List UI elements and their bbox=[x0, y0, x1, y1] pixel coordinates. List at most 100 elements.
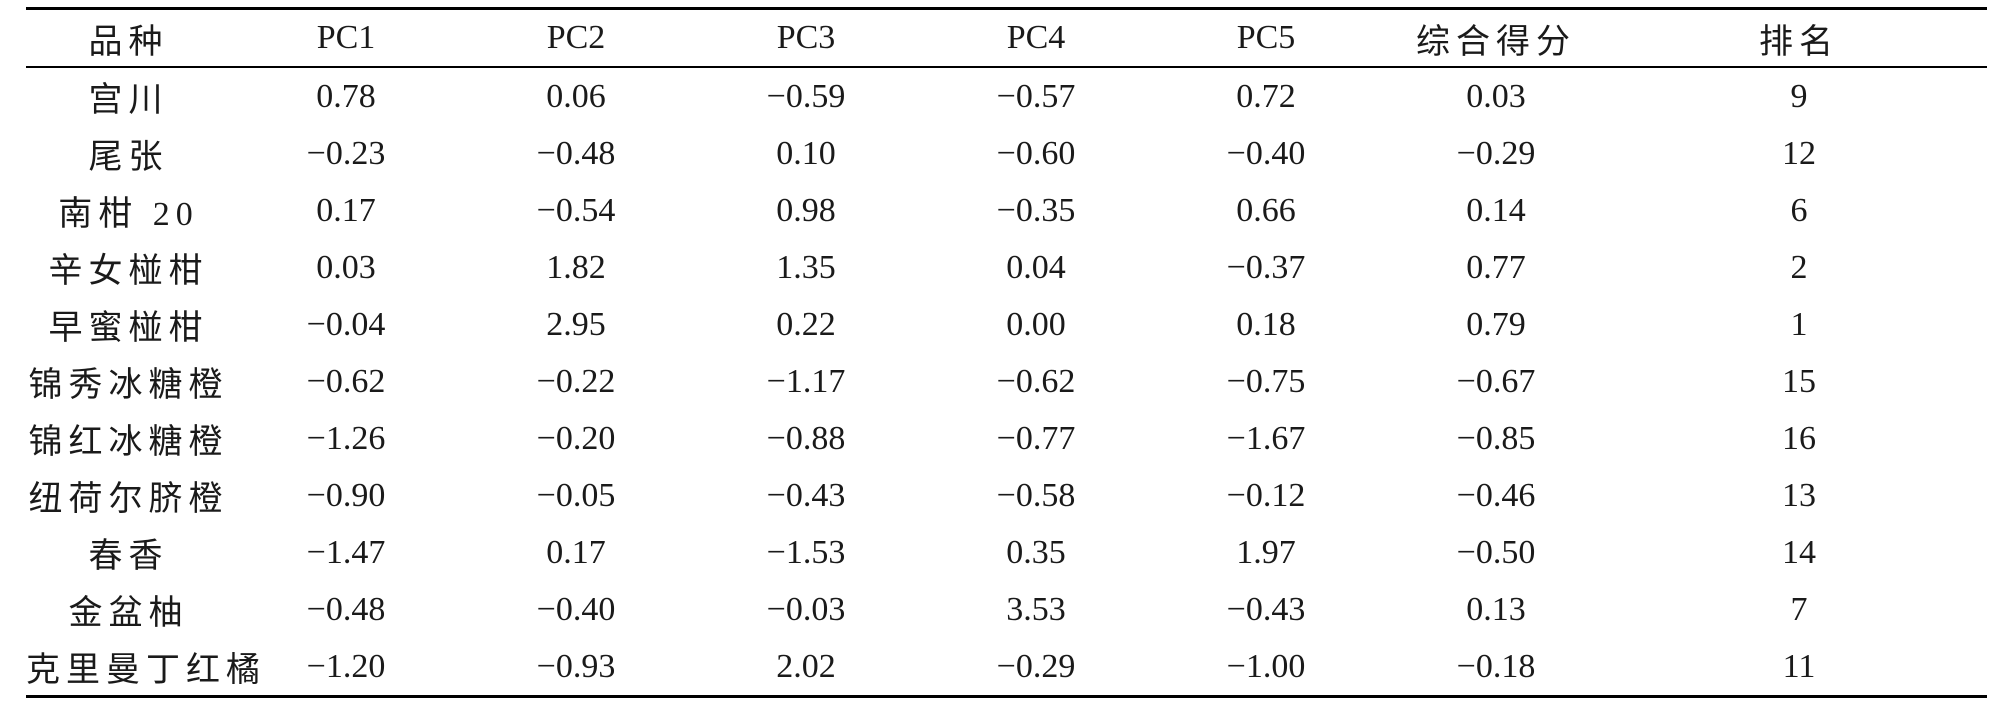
pca-score-table-container: 品种 PC1 PC2 PC3 PC4 PC5 综合得分 排名 宫川 0.78 0.0… bbox=[26, 7, 1987, 698]
cell-pc2: −0.54 bbox=[536, 191, 616, 229]
cell-pc5: −0.75 bbox=[1226, 362, 1306, 400]
table-row: 宫川 0.78 0.06 −0.59 −0.57 0.72 0.03 9 bbox=[26, 67, 1987, 125]
cell-pc1: 0.17 bbox=[316, 191, 376, 229]
cell-composite-score: 0.77 bbox=[1466, 248, 1526, 286]
cell-pc5: 0.18 bbox=[1236, 305, 1296, 343]
cell-composite-score: −0.46 bbox=[1456, 476, 1536, 514]
cell-variety: 金盆柚 bbox=[68, 595, 189, 632]
cell-rank: 14 bbox=[1782, 533, 1816, 571]
cell-pc2: −0.20 bbox=[536, 419, 616, 457]
cell-pc1: −0.62 bbox=[306, 362, 386, 400]
cell-pc4: −0.77 bbox=[996, 419, 1076, 457]
cell-composite-score: 0.14 bbox=[1466, 191, 1526, 229]
cell-pc5: −0.40 bbox=[1226, 134, 1306, 172]
table-row: 锦红冰糖橙 −1.26 −0.20 −0.88 −0.77 −1.67 −0.85 16 bbox=[26, 410, 1987, 467]
cell-variety: 锦红冰糖橙 bbox=[28, 424, 229, 461]
table-row: 克里曼丁红橘 −1.20 −0.93 2.02 −0.29 −1.00 −0.18 11 bbox=[26, 638, 1987, 697]
cell-pc4: 0.04 bbox=[1006, 248, 1066, 286]
cell-composite-score: −0.85 bbox=[1456, 419, 1536, 457]
cell-pc5: −0.43 bbox=[1226, 590, 1306, 628]
cell-pc1: −0.04 bbox=[306, 305, 386, 343]
cell-rank: 12 bbox=[1782, 134, 1816, 172]
cell-pc4: 0.00 bbox=[1006, 305, 1066, 343]
cell-pc1: −1.20 bbox=[306, 647, 386, 685]
cell-pc5: −1.67 bbox=[1226, 419, 1306, 457]
cell-variety: 克里曼丁红橘 bbox=[26, 652, 266, 689]
header-pc4: PC4 bbox=[1006, 19, 1066, 56]
cell-pc5: −1.00 bbox=[1226, 647, 1306, 685]
cell-pc4: −0.62 bbox=[996, 362, 1076, 400]
table-row: 南柑 20 0.17 −0.54 0.98 −0.35 0.66 0.14 6 bbox=[26, 182, 1987, 239]
table-row: 纽荷尔脐橙 −0.90 −0.05 −0.43 −0.58 −0.12 −0.46 13 bbox=[26, 467, 1987, 524]
cell-pc5: −0.12 bbox=[1226, 476, 1306, 514]
cell-rank: 13 bbox=[1782, 476, 1816, 514]
cell-pc4: −0.29 bbox=[996, 647, 1076, 685]
cell-composite-score: −0.50 bbox=[1456, 533, 1536, 571]
cell-rank: 9 bbox=[1790, 77, 1808, 115]
cell-composite-score: −0.29 bbox=[1456, 134, 1536, 172]
cell-variety: 南柑 20 bbox=[58, 196, 199, 233]
cell-pc3: 2.02 bbox=[776, 647, 836, 685]
cell-pc1: −1.47 bbox=[306, 533, 386, 571]
cell-pc5: 1.97 bbox=[1236, 533, 1296, 571]
header-pc3: PC3 bbox=[776, 19, 836, 56]
cell-pc2: 1.82 bbox=[546, 248, 606, 286]
cell-pc3: 1.35 bbox=[776, 248, 836, 286]
cell-pc3: 0.98 bbox=[776, 191, 836, 229]
cell-pc4: −0.35 bbox=[996, 191, 1076, 229]
cell-pc1: 0.78 bbox=[316, 77, 376, 115]
cell-rank: 15 bbox=[1782, 362, 1816, 400]
cell-composite-score: 0.79 bbox=[1466, 305, 1526, 343]
cell-pc2: −0.40 bbox=[536, 590, 616, 628]
cell-pc3: −1.53 bbox=[766, 533, 846, 571]
cell-pc5: −0.37 bbox=[1226, 248, 1306, 286]
table-row: 春香 −1.47 0.17 −1.53 0.35 1.97 −0.50 14 bbox=[26, 524, 1987, 581]
cell-rank: 11 bbox=[1782, 647, 1816, 685]
cell-pc3: 0.22 bbox=[776, 305, 836, 343]
cell-pc4: 0.35 bbox=[1006, 533, 1066, 571]
cell-pc3: −0.03 bbox=[766, 590, 846, 628]
cell-pc2: −0.05 bbox=[536, 476, 616, 514]
cell-pc3: −0.43 bbox=[766, 476, 846, 514]
table-row: 金盆柚 −0.48 −0.40 −0.03 3.53 −0.43 0.13 7 bbox=[26, 581, 1987, 638]
table-row: 尾张 −0.23 −0.48 0.10 −0.60 −0.40 −0.29 12 bbox=[26, 125, 1987, 182]
cell-pc1: −1.26 bbox=[306, 419, 386, 457]
pca-score-table: 品种 PC1 PC2 PC3 PC4 PC5 综合得分 排名 宫川 0.78 0.0… bbox=[26, 7, 1987, 698]
cell-composite-score: −0.18 bbox=[1456, 647, 1536, 685]
cell-pc3: 0.10 bbox=[776, 134, 836, 172]
cell-variety: 辛女椪柑 bbox=[48, 253, 209, 290]
header-pc5: PC5 bbox=[1236, 19, 1296, 56]
table-body: 宫川 0.78 0.06 −0.59 −0.57 0.72 0.03 9 尾张 −0.23 −0.4… bbox=[26, 67, 1987, 697]
header-rank: 排名 bbox=[1759, 23, 1839, 61]
cell-composite-score: 0.03 bbox=[1466, 77, 1526, 115]
cell-rank: 1 bbox=[1790, 305, 1808, 343]
cell-pc5: 0.66 bbox=[1236, 191, 1296, 229]
cell-pc3: −0.59 bbox=[766, 77, 846, 115]
cell-pc1: −0.48 bbox=[306, 590, 386, 628]
cell-variety: 春香 bbox=[88, 538, 169, 575]
cell-pc2: −0.48 bbox=[536, 134, 616, 172]
header-composite-score: 综合得分 bbox=[1416, 23, 1576, 61]
cell-pc4: 3.53 bbox=[1006, 590, 1066, 628]
header-pc2: PC2 bbox=[546, 19, 606, 56]
cell-variety: 锦秀冰糖橙 bbox=[28, 367, 229, 404]
header-pc1: PC1 bbox=[316, 19, 376, 56]
cell-rank: 7 bbox=[1790, 590, 1808, 628]
table-row: 早蜜椪柑 −0.04 2.95 0.22 0.00 0.18 0.79 1 bbox=[26, 296, 1987, 353]
cell-pc2: −0.93 bbox=[536, 647, 616, 685]
cell-pc4: −0.60 bbox=[996, 134, 1076, 172]
cell-variety: 纽荷尔脐橙 bbox=[28, 481, 229, 518]
header-variety: 品种 bbox=[88, 23, 169, 61]
cell-pc4: −0.58 bbox=[996, 476, 1076, 514]
table-header: 品种 PC1 PC2 PC3 PC4 PC5 综合得分 排名 bbox=[26, 8, 1987, 67]
cell-variety: 尾张 bbox=[88, 139, 169, 176]
cell-variety: 早蜜椪柑 bbox=[48, 310, 209, 347]
cell-pc1: −0.90 bbox=[306, 476, 386, 514]
cell-pc2: −0.22 bbox=[536, 362, 616, 400]
cell-pc2: 0.06 bbox=[546, 77, 606, 115]
table-row: 辛女椪柑 0.03 1.82 1.35 0.04 −0.37 0.77 2 bbox=[26, 239, 1987, 296]
cell-pc3: −0.88 bbox=[766, 419, 846, 457]
cell-pc1: 0.03 bbox=[316, 248, 376, 286]
cell-composite-score: 0.13 bbox=[1466, 590, 1526, 628]
cell-pc2: 0.17 bbox=[546, 533, 606, 571]
